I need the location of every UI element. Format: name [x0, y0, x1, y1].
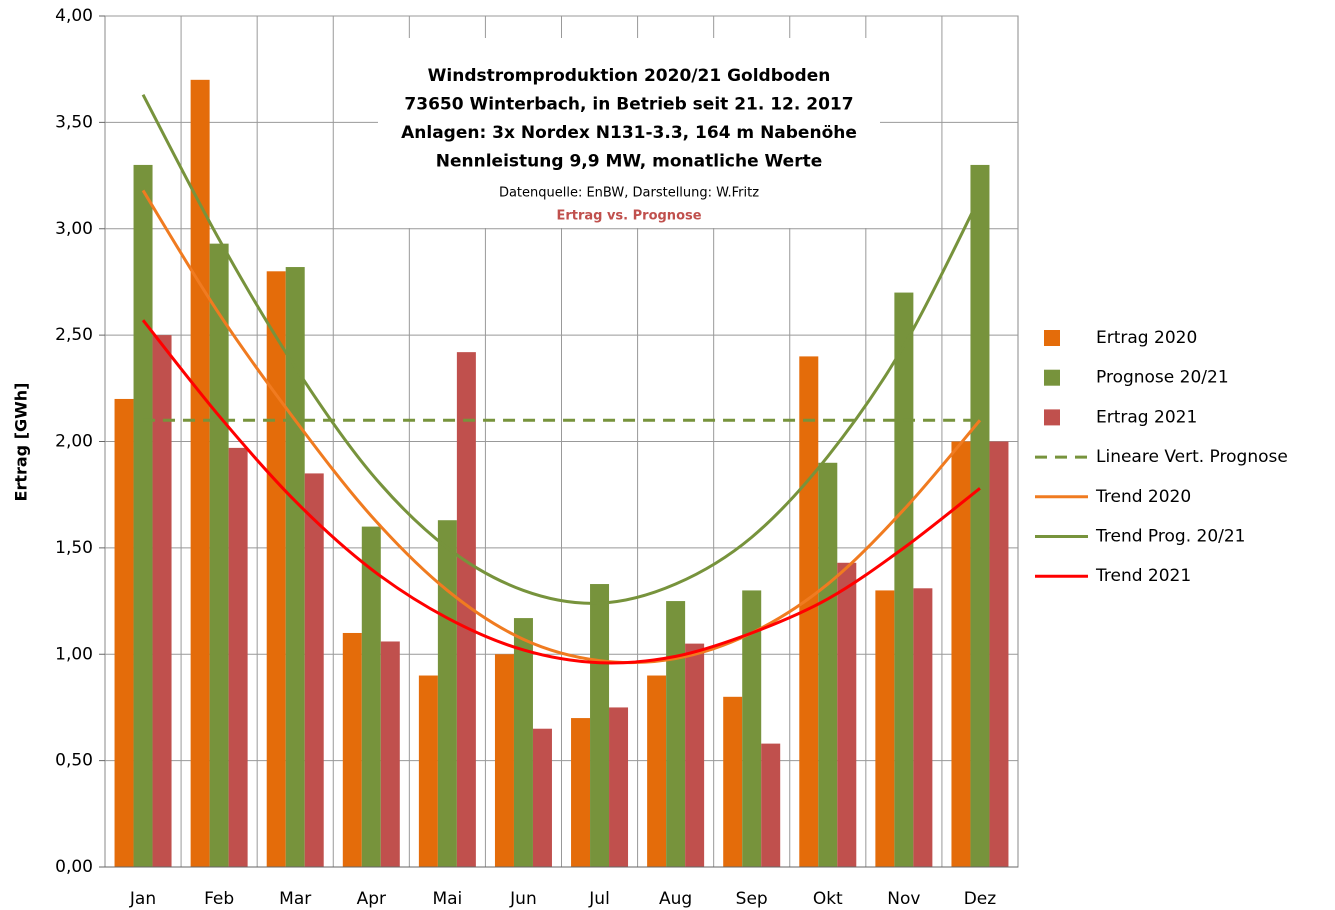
x-tick-label: Nov: [887, 889, 920, 909]
bar: [209, 243, 229, 867]
bar: [818, 462, 838, 867]
bar: [380, 641, 400, 867]
bar: [532, 728, 552, 867]
legend-swatch: [1044, 330, 1060, 346]
chart-title: Windstromproduktion 2020/21 Goldboden: [428, 66, 831, 86]
bar: [494, 654, 514, 867]
bar: [913, 588, 933, 867]
y-tick-label: 4,00: [55, 6, 93, 26]
y-tick-label: 0,00: [55, 857, 93, 877]
legend-label: Trend 2021: [1095, 566, 1191, 586]
x-tick-label: Sep: [736, 889, 768, 909]
bar: [647, 675, 667, 867]
x-tick-label: Mai: [432, 889, 462, 909]
legend-label: Trend 2020: [1095, 487, 1191, 507]
y-tick-label: 2,00: [55, 432, 93, 452]
bar: [304, 473, 324, 867]
bar: [342, 632, 362, 867]
bar: [418, 675, 438, 867]
bar: [951, 441, 971, 867]
bar: [761, 743, 781, 867]
bar: [970, 164, 990, 868]
line: [141, 94, 982, 605]
bar: [437, 520, 457, 867]
x-tick-label: Apr: [357, 889, 386, 909]
bar: [685, 643, 705, 867]
y-tick-label: 2,50: [55, 325, 93, 345]
bar: [456, 352, 476, 867]
bar: [513, 618, 533, 867]
y-tick-label: 1,00: [55, 644, 93, 664]
legend-label: Lineare Vert. Prognose: [1096, 447, 1288, 467]
bar: [723, 696, 743, 867]
bar: [114, 398, 134, 867]
x-tick-label: Jul: [588, 889, 610, 909]
subtitle: Datenquelle: EnBW, Darstellung: W.Fritz: [499, 186, 759, 201]
title-box: [378, 38, 880, 228]
bar: [361, 526, 381, 867]
bar: [285, 267, 305, 867]
bar: [837, 562, 857, 867]
x-tick-label: Aug: [659, 889, 692, 909]
bar: [133, 164, 153, 868]
x-tick-label: Feb: [204, 889, 234, 909]
legend-label: Ertrag 2021: [1096, 407, 1197, 427]
bar: [609, 707, 629, 867]
bar: [590, 584, 610, 867]
chart-title: Nennleistung 9,9 MW, monatliche Werte: [436, 152, 822, 172]
legend-label: Trend Prog. 20/21: [1095, 527, 1246, 547]
y-tick-label: 3,00: [55, 219, 93, 239]
y-tick-label: 0,50: [55, 751, 93, 771]
y-tick-label: 3,50: [55, 112, 93, 132]
legend-swatch: [1044, 409, 1060, 426]
annotation: Ertrag vs. Prognose: [556, 209, 701, 224]
bar: [894, 292, 914, 867]
line: [141, 189, 982, 665]
bar: [266, 271, 286, 867]
bar: [190, 79, 210, 867]
bar: [875, 590, 895, 867]
x-tick-label: Jun: [509, 889, 537, 909]
bar: [228, 447, 248, 867]
chart-title: 73650 Winterbach, in Betrieb seit 21. 12…: [404, 95, 853, 115]
bar: [666, 601, 686, 867]
legend-label: Prognose 20/21: [1096, 368, 1229, 388]
bar: [742, 590, 762, 867]
y-tick-label: 1,50: [55, 538, 93, 558]
bar: [152, 335, 172, 867]
y-axis-label: Ertrag [GWh]: [12, 383, 31, 502]
chart-title: Anlagen: 3x Nordex N131-3.3, 164 m Naben…: [401, 123, 857, 143]
x-tick-label: Dez: [964, 889, 997, 909]
x-tick-label: Okt: [813, 889, 843, 909]
line: [141, 319, 981, 665]
x-tick-label: Mar: [279, 889, 311, 909]
legend-label: Ertrag 2020: [1096, 328, 1197, 348]
legend-swatch: [1044, 369, 1060, 386]
bar: [571, 718, 591, 867]
x-tick-label: Jan: [129, 889, 156, 909]
bar: [989, 441, 1009, 867]
